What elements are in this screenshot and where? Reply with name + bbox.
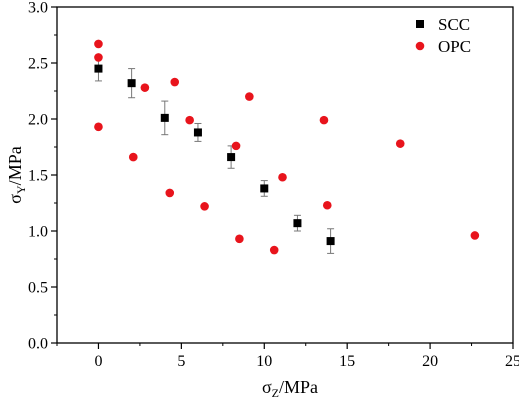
opc-point	[94, 39, 103, 49]
legend-marker-opc	[415, 41, 425, 51]
legend-label: SCC	[438, 15, 470, 34]
y-tick-label: 0.5	[28, 280, 48, 297]
y-tick-label: 3.0	[28, 0, 48, 17]
y-tick-label: 0.0	[28, 336, 48, 353]
x-tick-label: 25	[505, 353, 519, 370]
scc-point	[326, 237, 335, 246]
opc-point	[278, 172, 287, 182]
x-axis-title: σZ/MPa	[262, 377, 318, 400]
opc-point	[395, 139, 405, 148]
opc-point	[128, 152, 138, 162]
scc-point	[94, 64, 103, 73]
opc-point	[319, 115, 329, 125]
legend-marker-scc	[416, 20, 424, 28]
x-tick-label: 20	[422, 353, 438, 370]
opc-point	[185, 115, 194, 125]
opc-point	[170, 77, 180, 87]
opc-point	[231, 141, 241, 151]
opc-point	[322, 200, 332, 210]
x-tick-label: 15	[339, 353, 355, 370]
opc-point	[94, 122, 103, 132]
y-axis-title: σY/MPa	[5, 146, 28, 203]
x-tick-label: 0	[94, 353, 102, 370]
y-tick-label: 2.5	[28, 56, 48, 73]
legend: SCC OPC	[415, 15, 471, 56]
x-tick-label: 10	[256, 353, 272, 370]
opc-point	[200, 202, 209, 211]
legend-label: OPC	[438, 37, 471, 56]
opc-point	[470, 231, 480, 240]
x-tick-label: 5	[177, 353, 185, 370]
opc-point	[269, 245, 279, 255]
data-marks	[94, 39, 480, 255]
y-tick-label: 1.5	[28, 168, 48, 185]
opc-point	[94, 53, 103, 62]
scc-point	[260, 184, 269, 193]
scc-point	[160, 113, 169, 122]
axes: 0 5 10 15 20 25 0.0 0.5 1.0 1.5 2.0 2.5 3.0	[28, 0, 519, 370]
opc-point	[140, 83, 150, 92]
scc-point	[127, 79, 136, 88]
opc-point	[235, 234, 244, 244]
y-tick-label: 2.0	[28, 112, 48, 129]
opc-point	[165, 188, 175, 198]
y-tick-label: 1.0	[28, 224, 48, 241]
opc-point	[245, 92, 254, 101]
scc-point	[227, 153, 236, 162]
scc-point	[193, 128, 202, 137]
scc-point	[293, 219, 302, 228]
